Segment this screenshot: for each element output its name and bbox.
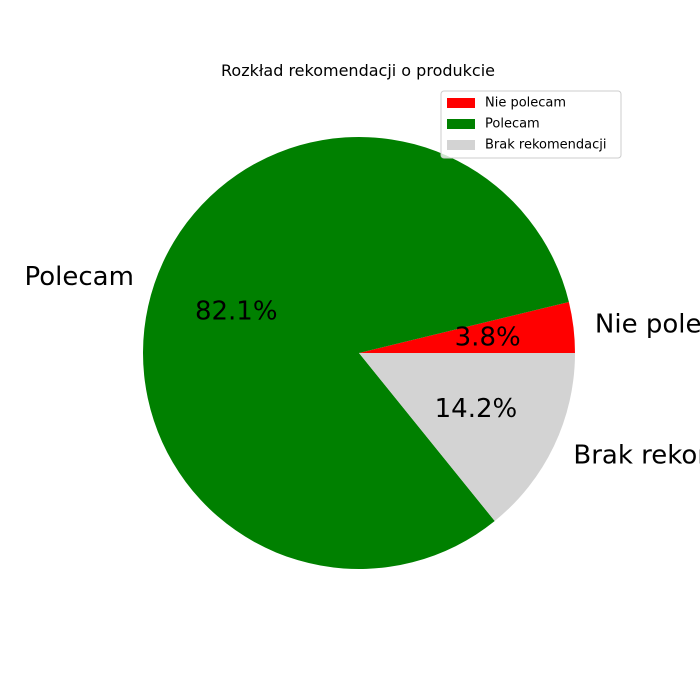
pie-slices <box>142 136 575 569</box>
percent-label-brak-rekomendacji: 14.2% <box>435 394 518 424</box>
pie-slice-polecam <box>142 136 569 569</box>
legend-swatch-brak-rekomendacji <box>447 140 475 150</box>
pie-slice-nie-polecam <box>359 301 575 353</box>
pie-slice-brak-rekomendacji <box>359 353 575 522</box>
percent-label-polecam: 82.1% <box>195 296 278 326</box>
legend-label-polecam: Polecam <box>485 117 540 132</box>
legend-swatch-nie-polecam <box>447 98 475 108</box>
percent-labels: 3.8% 82.1% 14.2% <box>195 296 521 423</box>
chart-title: Rozkład rekomendacji o produkcie <box>221 61 495 80</box>
category-label-polecam: Polecam <box>25 262 134 292</box>
percent-label-nie-polecam: 3.8% <box>455 323 521 353</box>
legend-label-brak-rekomendacji: Brak rekomendacji <box>485 138 606 153</box>
legend-swatch-polecam <box>447 119 475 129</box>
category-label-brak-rekomendacji: Brak rekomendacji <box>573 440 700 470</box>
category-labels: Nie polecam Polecam Brak rekomendacji <box>25 262 700 471</box>
category-label-nie-polecam: Nie polecam <box>595 310 700 340</box>
legend-label-nie-polecam: Nie polecam <box>485 96 566 111</box>
legend-box <box>440 90 622 159</box>
legend: Nie polecam Polecam Brak rekomendacji <box>440 90 622 159</box>
